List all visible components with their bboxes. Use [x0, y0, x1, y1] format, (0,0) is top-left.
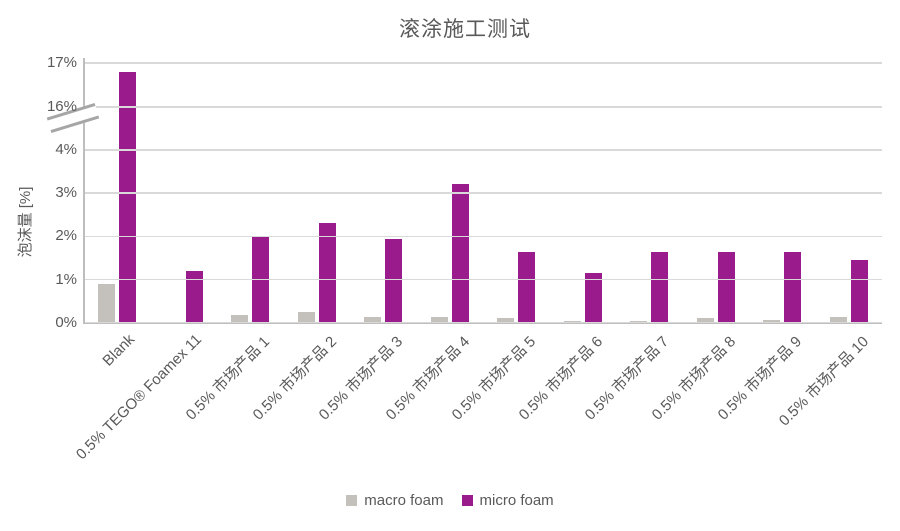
bar-macro-foam-6 — [497, 318, 515, 323]
bar-macro-foam-7 — [563, 320, 581, 323]
bar-macro-foam-10 — [763, 320, 781, 323]
y-tick-label-2%: 2% — [55, 227, 77, 245]
bar-macro-foam-9 — [696, 317, 714, 323]
bar-macro-foam-2 — [231, 315, 249, 323]
bar-micro-foam-9 — [717, 251, 735, 323]
bar-micro-foam-4 — [385, 238, 403, 323]
legend-item-micro-foam: micro foam — [461, 492, 554, 509]
gridline-2% — [84, 235, 882, 238]
legend-label-macro-foam: macro foam — [364, 492, 444, 509]
legend-item-macro-foam: macro foam — [346, 492, 444, 509]
bar-macro-foam-5 — [430, 316, 448, 323]
gridline-16% — [84, 106, 882, 108]
y-tick-label-1%: 1% — [55, 270, 77, 288]
bar-micro-foam-7 — [584, 273, 602, 323]
gridline-17% — [84, 62, 882, 64]
y-tick-label-4%: 4% — [55, 140, 77, 158]
bar-micro-foam-10 — [784, 251, 802, 323]
gridline-4% — [84, 149, 882, 151]
y-tick-label-17%: 17% — [46, 54, 77, 71]
gridline-1% — [84, 278, 882, 281]
bar-micro-foam-8 — [651, 251, 669, 323]
x-axis-line — [83, 322, 882, 324]
bar-micro-foam-11 — [850, 260, 868, 323]
bar-macro-foam-8 — [630, 321, 648, 323]
bar-micro-foam-0 — [119, 71, 137, 323]
chart-title: 滚涂施工测试 — [399, 18, 531, 41]
legend: macro foam micro foam — [0, 492, 900, 509]
bar-macro-foam-4 — [364, 317, 382, 323]
bar-macro-foam-0 — [98, 284, 116, 323]
y-tick-label-3%: 3% — [55, 184, 77, 202]
y-tick-label-16%: 16% — [46, 98, 77, 115]
y-tick-label-0%: 0% — [55, 314, 77, 331]
bar-micro-foam-3 — [318, 223, 336, 323]
micro-foam-swatch-icon — [461, 495, 473, 506]
bar-macro-foam-11 — [829, 316, 847, 323]
legend-label-micro-foam: micro foam — [479, 492, 554, 509]
bar-micro-foam-6 — [518, 251, 536, 323]
bar-macro-foam-3 — [297, 312, 315, 323]
y-axis-line — [83, 58, 85, 323]
axis-break-cover — [32, 30, 76, 117]
bar-micro-foam-1 — [185, 271, 203, 323]
macro-foam-swatch-icon — [346, 495, 358, 506]
gridline-3% — [84, 192, 882, 194]
bar-micro-foam-5 — [451, 184, 469, 323]
